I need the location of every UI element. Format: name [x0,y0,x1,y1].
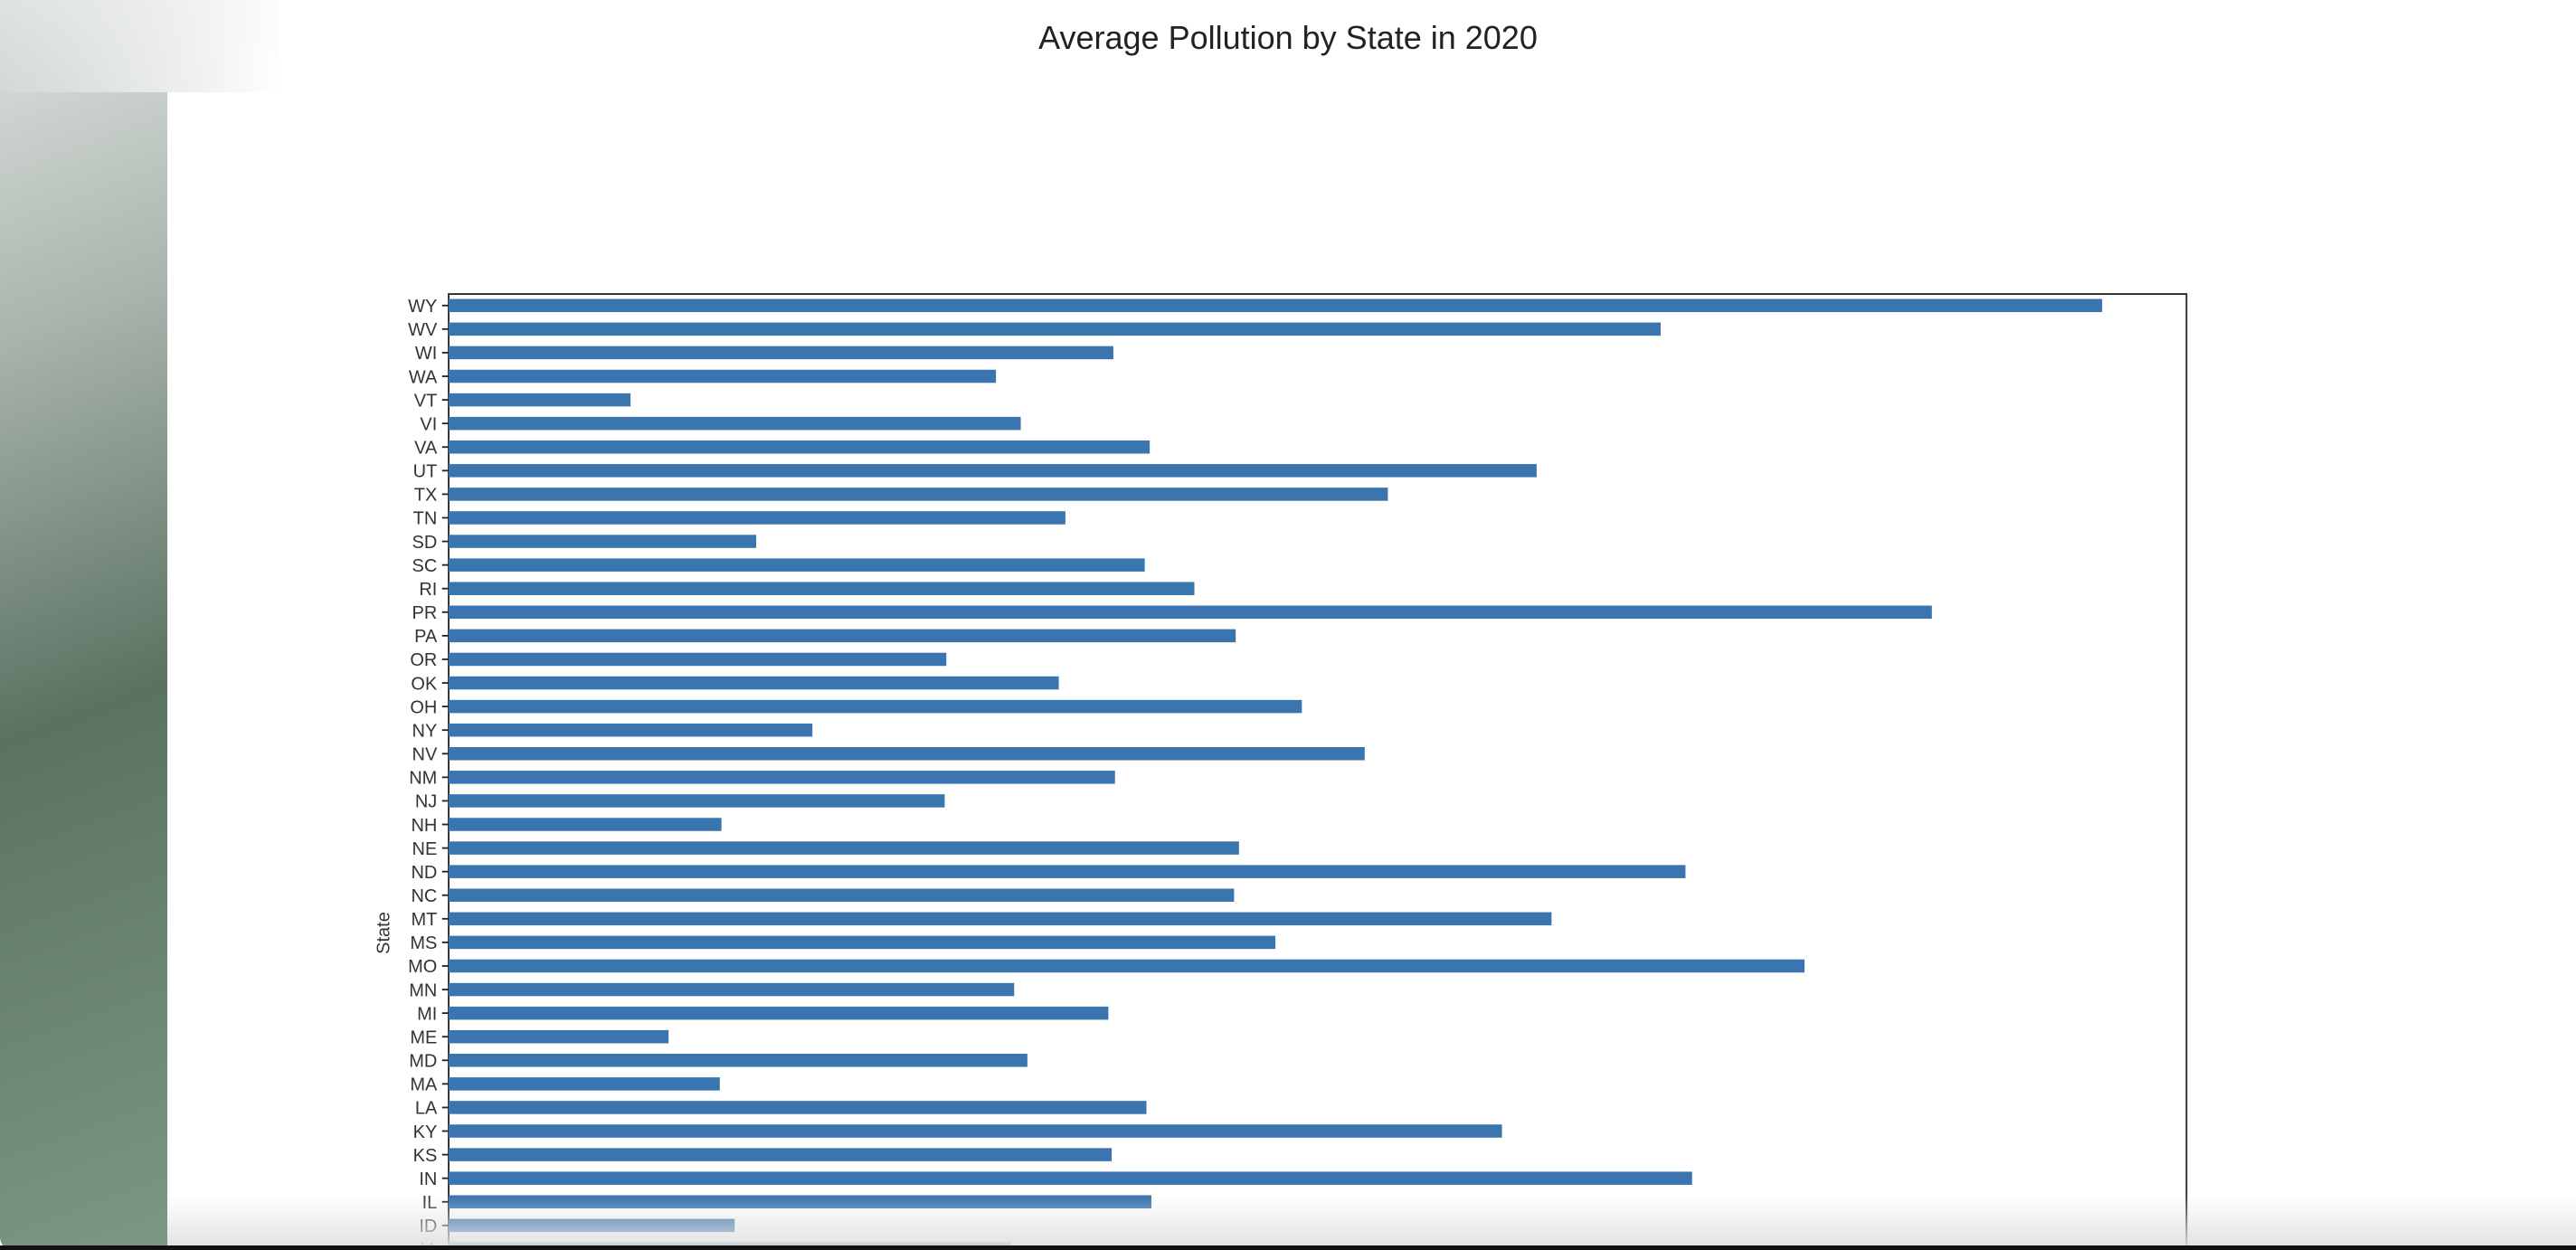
y-tick-label: MI [417,1004,437,1024]
y-tick-label: NY [412,721,438,741]
y-tick-label: NC [411,886,437,906]
bar-nd [449,865,1686,878]
y-tick-label: UT [413,462,438,482]
y-tick-label: WI [415,344,437,364]
bar-sd [449,535,757,548]
y-tick-label: WA [409,367,438,387]
bar-il [449,1195,1151,1209]
bar-pr [449,605,1932,620]
bar-nm [449,771,1115,784]
y-tick-label: PA [414,627,438,647]
bar-wv [449,322,1662,336]
bar-vi [449,416,1021,431]
bar-nc [449,888,1235,903]
y-tick-label: MD [409,1052,437,1072]
bar-nj [449,794,945,808]
y-tick-label: MN [409,980,437,1000]
bar-ok [449,676,1059,690]
bar-oh [449,699,1302,714]
page-title: Average Pollution by State in 2020 [1038,19,1538,56]
y-tick-label: IN [419,1170,437,1189]
bar-ne [449,841,1239,855]
bar-va [449,440,1151,454]
bar-ri [449,582,1195,595]
y-tick-label: VI [420,414,437,434]
bar-tn [449,511,1065,525]
background-fade [0,0,279,92]
y-tick-label: NE [412,839,438,859]
y-tick-label: NJ [415,792,437,812]
y-tick-label: LA [415,1099,438,1119]
bar-pa [449,629,1236,643]
bar-la [449,1101,1147,1114]
bar-me [449,1029,669,1044]
y-tick-label: NV [412,745,438,765]
bar-vt [449,393,631,407]
bar-ky [449,1124,1502,1138]
y-tick-label: RI [419,580,437,600]
bar-tx [449,488,1388,501]
bar-mo [449,959,1805,973]
y-tick-label: MO [408,957,437,977]
y-tick-label: ME [410,1027,437,1047]
bar-or [449,652,947,667]
bar-id [449,1218,735,1233]
y-tick-label: VA [414,439,438,459]
y-tick-label: TX [414,486,438,506]
y-tick-label: KS [413,1146,438,1166]
bar-sc [449,558,1145,572]
y-tick-label: PR [412,603,438,623]
bar-md [449,1054,1028,1067]
y-tick-label: WY [408,297,437,317]
window-bottom-edge [0,1245,2576,1250]
y-tick-label: WV [408,320,438,340]
bar-ma [449,1077,720,1091]
y-tick-label: OR [410,650,437,670]
bar-mi [449,1006,1109,1020]
y-tick-label: NH [411,816,437,836]
y-tick-label: MA [410,1075,438,1095]
bar-ks [449,1148,1113,1161]
bar-ms [449,935,1276,950]
y-tick-label: NM [409,769,437,789]
y-tick-label: KY [413,1122,438,1142]
bar-wa [449,369,997,384]
bar-wi [449,346,1113,360]
bar-in [449,1171,1692,1185]
y-tick-label: VT [414,391,438,411]
y-tick-label: TN [413,509,438,529]
y-tick-label: MT [411,910,437,930]
bar-mn [449,982,1015,997]
y-tick-label: SD [412,533,438,553]
bar-nv [449,747,1365,761]
bar-ny [449,723,813,737]
y-tick-label: OH [410,697,437,717]
y-tick-label: OK [411,674,438,694]
y-tick-label: ID [419,1217,437,1236]
bar-ut [449,464,1537,478]
bar-mt [449,912,1552,926]
y-axis-label: State [374,912,394,954]
bar-wy [449,298,2103,313]
y-tick-label: SC [412,556,438,576]
y-tick-label: MS [410,933,437,953]
y-tick-label: IL [422,1193,438,1213]
bar-nh [449,818,722,831]
y-tick-label: ND [411,863,437,883]
